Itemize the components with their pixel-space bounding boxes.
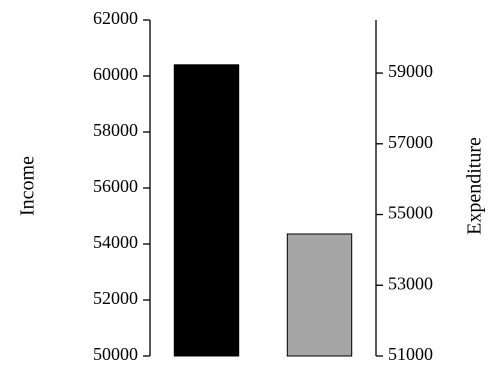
right-axis-title: Expenditure [464,137,486,235]
left-axis-tick-label: 54000 [93,232,138,252]
right-axis-tick-label: 51000 [388,344,433,364]
left-axis-tick-label: 62000 [93,8,138,28]
left-axis-tick-label: 58000 [93,120,138,140]
left-axis-tick-label: 60000 [93,64,138,84]
left-axis-title: Income [17,156,39,216]
right-axis-tick-label: 53000 [388,273,433,293]
income-bar [173,64,240,357]
right-axis-tick-label: 59000 [388,61,433,81]
chart-marks: 50000 52000 54000 56000 58000 60000 62000 51000… [93,8,433,364]
left-axis-tick-label: 52000 [93,288,138,308]
expenditure-bar [286,233,353,357]
right-axis-tick-label: 57000 [388,132,433,152]
left-axis-tick-label: 56000 [93,176,138,196]
left-axis-tick-label: 50000 [93,344,138,364]
right-axis-tick-label: 55000 [388,203,433,223]
